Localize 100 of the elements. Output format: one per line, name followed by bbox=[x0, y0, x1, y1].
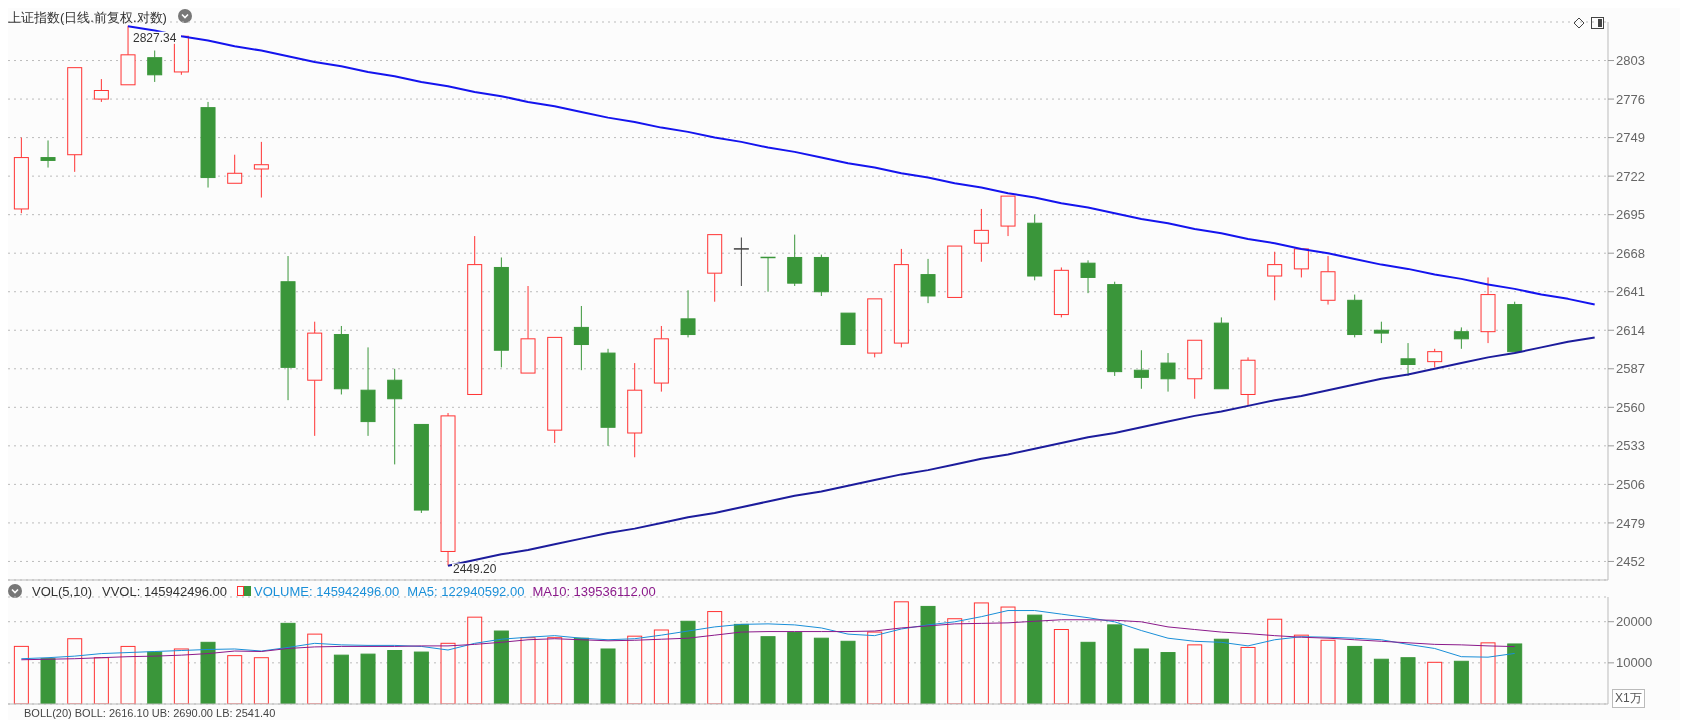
y-tick-label: 2668 bbox=[1616, 245, 1645, 261]
bar bbox=[707, 611, 723, 704]
bar bbox=[1267, 618, 1283, 704]
bar bbox=[307, 633, 323, 704]
bar bbox=[733, 623, 749, 704]
bar bbox=[1293, 634, 1309, 704]
candlestick bbox=[1160, 352, 1176, 393]
bar bbox=[947, 618, 963, 704]
bar bbox=[40, 658, 56, 704]
bar bbox=[1240, 646, 1256, 704]
candlestick bbox=[493, 256, 509, 368]
bar bbox=[200, 641, 216, 704]
candlestick bbox=[200, 101, 216, 189]
candlestick bbox=[307, 321, 323, 437]
y-axis-title: X1万 bbox=[1612, 689, 1645, 708]
bar bbox=[173, 648, 189, 704]
candlestick bbox=[440, 412, 456, 566]
annotation: 2827.34 bbox=[133, 30, 177, 45]
bar bbox=[227, 655, 243, 704]
candlestick bbox=[387, 368, 403, 465]
bar bbox=[867, 631, 883, 704]
bar bbox=[1107, 624, 1123, 704]
y-tick-label: 20000 bbox=[1616, 614, 1653, 630]
bar bbox=[1133, 648, 1149, 704]
candlestick bbox=[600, 348, 616, 447]
line-series bbox=[20, 619, 1516, 661]
bar bbox=[493, 630, 509, 704]
bar bbox=[253, 657, 269, 704]
bar bbox=[147, 651, 163, 704]
line-series bbox=[20, 610, 1516, 660]
y-tick-label: 2452 bbox=[1616, 554, 1645, 570]
bar bbox=[520, 637, 536, 704]
candlestick bbox=[280, 255, 296, 401]
bar bbox=[13, 645, 29, 704]
y-tick-label: 2641 bbox=[1616, 284, 1645, 300]
bar bbox=[360, 653, 376, 704]
annotation: VVOL: 145942496.00 bbox=[101, 583, 228, 599]
bar bbox=[973, 602, 989, 704]
bar bbox=[547, 637, 563, 704]
bar bbox=[680, 620, 696, 704]
candlestick bbox=[1320, 255, 1336, 306]
candlestick bbox=[1240, 356, 1256, 407]
candlestick bbox=[360, 346, 376, 437]
y-tick-label: 10000 bbox=[1616, 655, 1653, 671]
y-tick-label: 2560 bbox=[1616, 399, 1645, 415]
y-tick-label: 2614 bbox=[1616, 322, 1645, 338]
bar bbox=[67, 638, 83, 704]
bar bbox=[333, 654, 349, 704]
y-tick-label: 2749 bbox=[1616, 130, 1645, 146]
bar bbox=[1453, 660, 1469, 704]
bar bbox=[1427, 661, 1443, 704]
bar bbox=[600, 648, 616, 704]
candlestick bbox=[733, 236, 750, 287]
candlestick bbox=[1400, 342, 1416, 377]
candlestick bbox=[1453, 326, 1469, 350]
text: BOLL(20) BOLL: 2616.10 UB: 2690.00 LB: 2541.40 bbox=[24, 707, 276, 719]
bar bbox=[813, 637, 829, 704]
bar bbox=[840, 640, 856, 704]
candlestick bbox=[680, 289, 696, 338]
bar bbox=[760, 636, 776, 704]
bar bbox=[1187, 644, 1203, 704]
bar bbox=[893, 601, 909, 704]
candlestick bbox=[1267, 251, 1283, 301]
bar bbox=[387, 650, 403, 704]
candlestick bbox=[1133, 349, 1149, 390]
bar bbox=[627, 635, 643, 704]
y-tick-label: 2506 bbox=[1616, 477, 1645, 492]
y-tick-label: 2722 bbox=[1616, 168, 1645, 184]
bar bbox=[920, 605, 936, 704]
candlestick bbox=[1480, 276, 1496, 344]
bar bbox=[1507, 643, 1523, 704]
y-tick-label: 2479 bbox=[1616, 515, 1645, 531]
candlestick bbox=[1080, 259, 1096, 294]
bar bbox=[1080, 641, 1096, 704]
bar bbox=[1213, 638, 1229, 704]
bar bbox=[1160, 652, 1176, 704]
bar bbox=[1347, 645, 1363, 704]
bar bbox=[1000, 606, 1016, 704]
line-series bbox=[127, 25, 1596, 306]
annotation: 2449.20 bbox=[453, 562, 497, 577]
text: MA10: 139536112.00 bbox=[532, 583, 656, 599]
legend-label: VOLUME: 145942496.00 bbox=[253, 583, 400, 599]
y-tick-label: 2695 bbox=[1616, 207, 1645, 223]
bar bbox=[1480, 642, 1496, 704]
bar bbox=[1053, 629, 1069, 704]
candlestick bbox=[973, 208, 989, 263]
bar bbox=[440, 642, 456, 704]
bar bbox=[1027, 614, 1043, 704]
bar bbox=[280, 622, 296, 704]
y-tick-label: 2533 bbox=[1616, 438, 1645, 454]
bar bbox=[1373, 658, 1389, 704]
bar bbox=[1320, 639, 1336, 704]
text: MA5: 122940592.00 bbox=[407, 583, 525, 599]
y-tick-label: 2776 bbox=[1616, 91, 1645, 107]
bar bbox=[1400, 657, 1416, 704]
y-tick-label: 2587 bbox=[1616, 361, 1645, 377]
chart-title: VOL(5,10) bbox=[32, 583, 92, 599]
bar bbox=[120, 645, 136, 704]
bar bbox=[573, 637, 589, 704]
candlestick bbox=[573, 305, 589, 371]
